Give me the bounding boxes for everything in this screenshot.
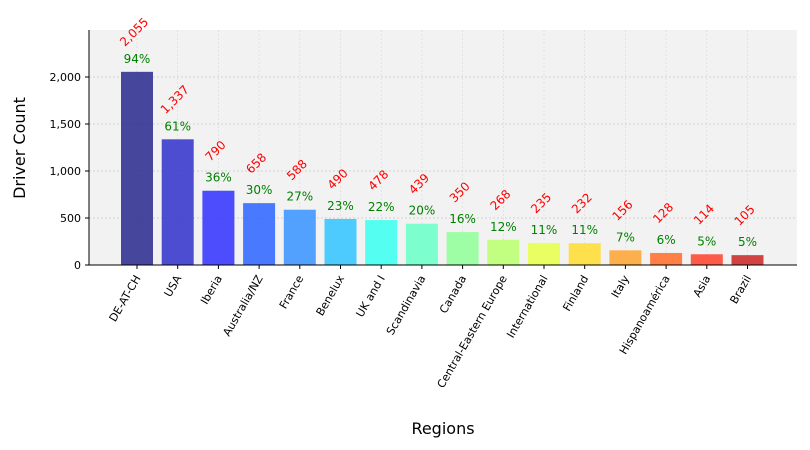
percent-label: 12% bbox=[490, 220, 517, 234]
plot-area bbox=[89, 30, 797, 265]
bar bbox=[528, 242, 560, 265]
x-tick-label: Finland bbox=[560, 273, 591, 314]
percent-label: 20% bbox=[409, 204, 436, 218]
percent-label: 94% bbox=[124, 52, 151, 66]
percent-label: 61% bbox=[164, 119, 191, 133]
bars bbox=[121, 71, 764, 265]
y-tick-label: 1,500 bbox=[50, 118, 82, 131]
x-tick-label: Scandinavia bbox=[384, 273, 429, 337]
x-tick-label: Central-Eastern Europe bbox=[435, 273, 510, 391]
bar bbox=[650, 252, 683, 265]
percent-label: 36% bbox=[205, 171, 232, 185]
bar bbox=[365, 220, 398, 265]
x-tick-label: Benelux bbox=[314, 273, 348, 319]
bar bbox=[283, 209, 316, 265]
x-tick-label: Brazil bbox=[727, 273, 754, 306]
x-tick-label: Asia bbox=[691, 273, 714, 299]
percent-label: 27% bbox=[286, 190, 313, 204]
percent-label: 11% bbox=[531, 223, 558, 237]
percent-label: 7% bbox=[616, 230, 635, 244]
x-axis-title: Regions bbox=[411, 419, 474, 438]
percent-label: 16% bbox=[449, 212, 476, 226]
x-tick-label: DE-AT-CH bbox=[107, 273, 144, 324]
x-tick-label: Italy bbox=[609, 273, 632, 301]
percent-label: 5% bbox=[738, 235, 757, 249]
x-tick-label: France bbox=[277, 273, 307, 311]
x-tick-label: Canada bbox=[437, 273, 469, 316]
x-tick-label: International bbox=[504, 273, 550, 340]
x-tick-label: UK and I bbox=[353, 273, 387, 320]
x-tick-label: Australia/NZ bbox=[220, 273, 266, 339]
bar bbox=[405, 223, 438, 265]
y-tick-label: 1,000 bbox=[50, 165, 82, 178]
y-tick-label: 500 bbox=[60, 212, 81, 225]
bar bbox=[202, 190, 235, 265]
percent-label: 30% bbox=[246, 183, 273, 197]
bar bbox=[243, 203, 276, 265]
bar bbox=[690, 254, 723, 265]
bar bbox=[324, 218, 357, 265]
bar bbox=[487, 239, 520, 265]
bar bbox=[161, 139, 194, 265]
percent-label: 5% bbox=[697, 234, 716, 248]
percent-label: 22% bbox=[368, 200, 395, 214]
y-axis-title: Driver Count bbox=[10, 97, 29, 199]
x-tick-label: USA bbox=[162, 273, 185, 300]
bar bbox=[609, 250, 642, 265]
y-tick-label: 0 bbox=[74, 259, 81, 272]
bar bbox=[446, 232, 479, 265]
percent-label: 11% bbox=[571, 223, 598, 237]
x-tick-label: Iberia bbox=[198, 273, 225, 307]
bar bbox=[568, 243, 601, 265]
y-axis-ticks: 0 500 1,000 1,500 2,000 bbox=[50, 71, 89, 272]
percent-label: 6% bbox=[657, 233, 676, 247]
percent-label: 23% bbox=[327, 199, 354, 213]
bar bbox=[731, 255, 764, 265]
bar bbox=[121, 71, 153, 265]
y-tick-label: 2,000 bbox=[50, 71, 82, 84]
